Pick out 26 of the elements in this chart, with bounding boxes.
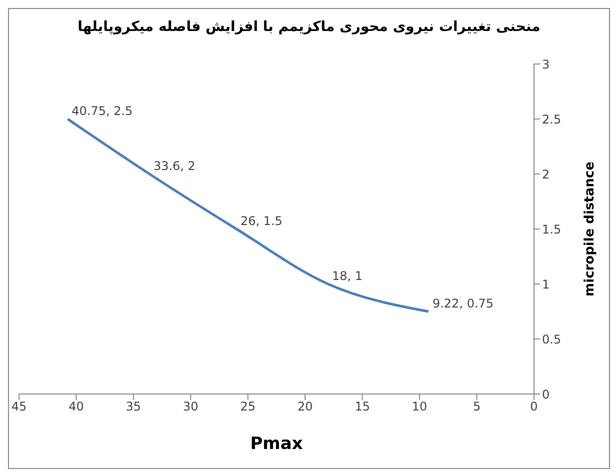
x-tick-label: 40: [68, 400, 84, 414]
x-tick-label: 35: [126, 400, 142, 414]
x-tick-label: 45: [11, 400, 27, 414]
line-series: [66, 118, 430, 313]
data-label: 9.22, 0.75: [432, 296, 494, 310]
y-tick-label: 2.5: [542, 112, 562, 126]
y-tick-label: 1: [542, 277, 550, 292]
x-tick-label: 10: [412, 400, 428, 414]
x-tick-label: 5: [472, 400, 481, 414]
y-axis-title: micropile distance: [582, 161, 598, 296]
y-tick-label: 0: [542, 387, 550, 402]
x-tick-label: 20: [297, 400, 313, 414]
x-tick-label: 30: [183, 400, 198, 414]
data-label: 40.75, 2.5: [72, 104, 133, 118]
x-axis-title: Pmax: [250, 434, 303, 454]
y-tick-label: 0.5: [542, 332, 562, 346]
data-label: 33.6, 2: [153, 159, 196, 173]
y-tick-label: 3: [542, 57, 550, 72]
x-tick-label: 15: [354, 400, 370, 414]
y-tick-label: 2: [542, 167, 550, 182]
data-label: 18, 1: [332, 269, 363, 283]
chart-title: منحنی تغییرات نیروی محوری ماکزیمم با افزایش فاصله میکروپایلها: [76, 19, 542, 35]
x-tick-label: 0: [530, 400, 538, 414]
data-label: 26, 1.5: [240, 214, 282, 228]
x-tick-label: 25: [240, 400, 256, 414]
y-tick-label: 1.5: [542, 222, 562, 236]
